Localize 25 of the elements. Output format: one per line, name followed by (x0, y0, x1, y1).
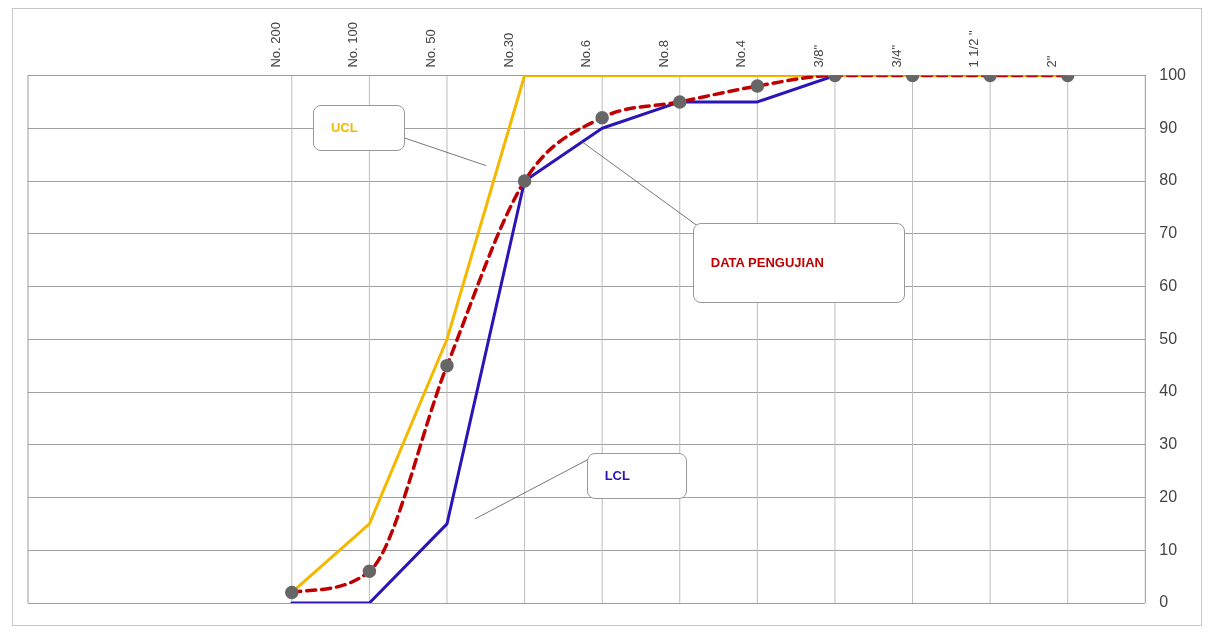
y-tick-label: 60 (1159, 276, 1178, 294)
x-tick-label: 3/4" (888, 44, 904, 68)
x-tick-label: 1 1/2 " (966, 30, 982, 68)
y-tick-label: 50 (1159, 329, 1178, 347)
text: DATA PENGUJIAN (710, 255, 824, 272)
x-tick-label: 2" (1043, 55, 1059, 68)
text: UCL (330, 119, 358, 136)
x-tick-label: No.4 (733, 40, 749, 68)
y-tick-label: 30 (1159, 435, 1178, 453)
y-tick-label: 10 (1159, 540, 1178, 558)
y-tick-label: 40 (1159, 382, 1178, 400)
x-tick-label: No.30 (500, 32, 516, 68)
y-tick-label: 90 (1159, 118, 1178, 136)
x-tick-label: No. 100 (345, 21, 361, 68)
y-tick-label: 80 (1159, 171, 1178, 189)
x-tick-label: No.8 (655, 40, 671, 68)
x-tick-label: No. 50 (422, 29, 438, 68)
y-tick-label: 20 (1159, 487, 1178, 505)
text: LCL (604, 467, 630, 484)
y-tick-label: 100 (1159, 65, 1187, 83)
x-tick-label: No. 200 (267, 21, 283, 68)
x-tick-label: No.6 (578, 40, 594, 68)
y-tick-label: 0 (1159, 593, 1169, 611)
y-tick-label: 70 (1159, 224, 1178, 242)
x-tick-label: 3/8" (810, 44, 826, 68)
